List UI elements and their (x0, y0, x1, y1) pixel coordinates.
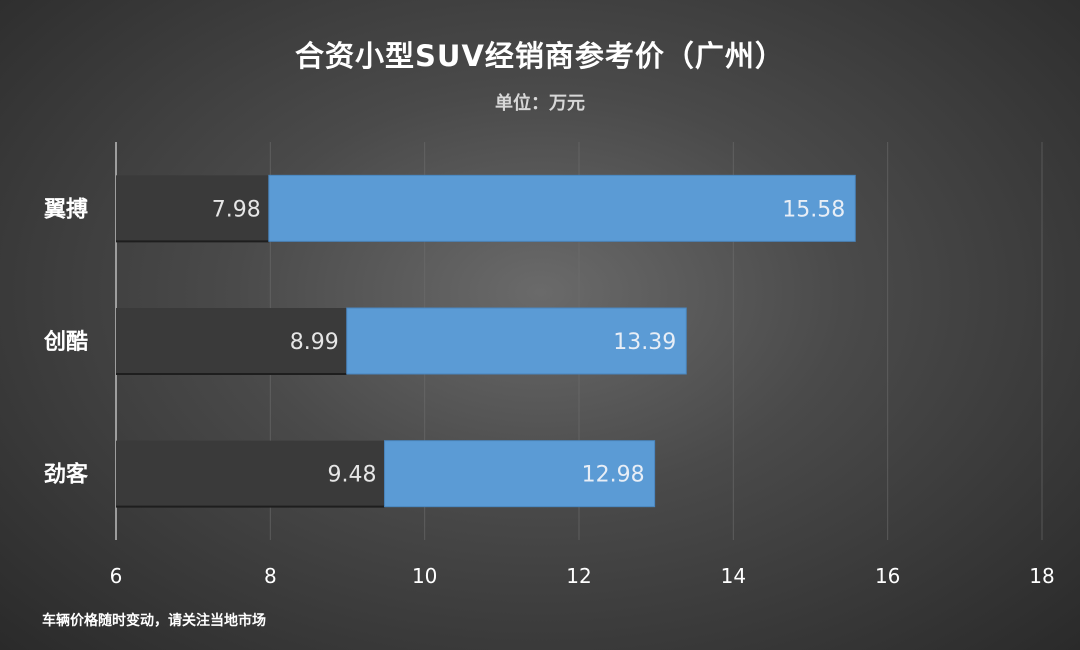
x-tick-label: 16 (875, 564, 900, 588)
data-label-low: 7.98 (212, 197, 261, 222)
x-tick-label: 10 (412, 564, 437, 588)
bar-high-segment (268, 174, 856, 242)
footnote: 车辆价格随时变动，请关注当地市场 (42, 613, 266, 629)
x-tick-label: 8 (264, 564, 277, 588)
chart-title: 合资小型SUV经销商参考价（广州） (295, 39, 785, 73)
x-tick-label: 12 (566, 564, 591, 588)
bar-high-segment (384, 440, 656, 508)
bar-low-segment (116, 175, 269, 242)
data-label-high: 13.39 (613, 330, 676, 355)
x-tick-label: 18 (1029, 564, 1054, 588)
x-tick-label: 6 (110, 564, 123, 588)
data-label-low: 8.99 (290, 330, 339, 355)
bar-high-segment (346, 307, 687, 375)
data-label-high: 15.58 (782, 197, 845, 222)
bar-low-segment (116, 440, 385, 507)
chart-subtitle: 单位：万元 (495, 93, 585, 114)
bar-low-segment (116, 308, 347, 374)
x-tick-label: 14 (721, 564, 746, 588)
category-label: 翼搏 (44, 196, 88, 222)
category-label: 劲客 (44, 462, 89, 488)
category-label: 创酷 (43, 330, 88, 355)
data-label-high: 12.98 (582, 463, 645, 488)
data-label-low: 9.48 (328, 463, 377, 488)
